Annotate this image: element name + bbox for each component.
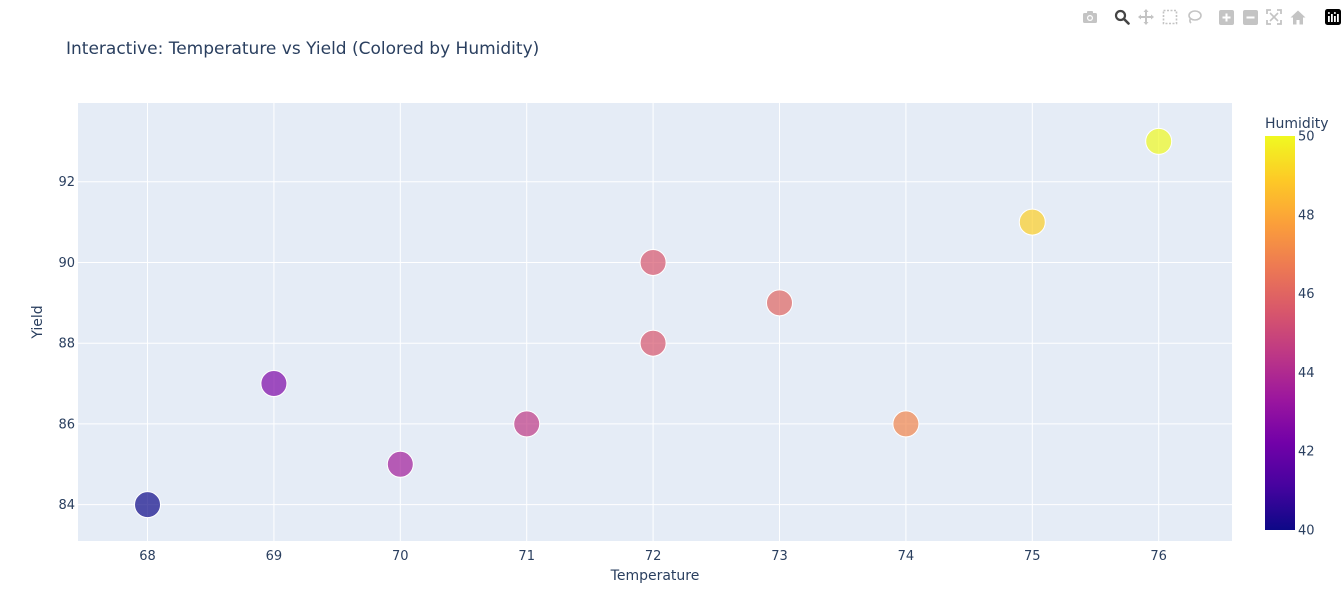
colorbar-tick-label: 48: [1298, 208, 1315, 223]
x-tick-labels: 68 69 70 71 72 73 74 75 76: [139, 549, 1167, 564]
x-tick-label: 72: [645, 549, 662, 564]
x-axis-label: Temperature: [610, 568, 700, 584]
plotly-logo[interactable]: [1324, 8, 1342, 26]
data-point[interactable]: [1145, 127, 1173, 155]
home-icon: [1290, 10, 1306, 24]
colorbar-tick-labels: 40 42 44 46 48 50: [1298, 130, 1315, 539]
reset-axes-button[interactable]: [1286, 7, 1310, 27]
zoom-icon: [1114, 9, 1130, 25]
camera-icon: [1083, 11, 1097, 23]
y-tick-label: 86: [58, 417, 75, 432]
modebar-group-drag: [1110, 7, 1206, 27]
zoom-out-icon: [1242, 9, 1258, 25]
data-point[interactable]: [766, 289, 794, 317]
data-point[interactable]: [892, 410, 920, 438]
y-axis-label: Yield: [30, 305, 46, 339]
pan-button[interactable]: [1134, 7, 1158, 27]
y-tick-label: 92: [58, 175, 75, 190]
autoscale-icon: [1266, 9, 1282, 25]
data-point[interactable]: [1018, 208, 1046, 236]
zoom-in-icon: [1218, 9, 1234, 25]
x-tick-label: 74: [898, 549, 915, 564]
colorbar-gradient: [1265, 136, 1295, 530]
colorbar-tick-label: 40: [1298, 524, 1315, 539]
chart-title: Interactive: Temperature vs Yield (Color…: [66, 39, 539, 59]
lasso-select-icon: [1188, 10, 1202, 24]
x-tick-label: 76: [1150, 549, 1167, 564]
zoom-out-button[interactable]: [1238, 7, 1262, 27]
plotly-logo-icon: [1325, 9, 1341, 25]
colorbar-tick-label: 46: [1298, 287, 1315, 302]
data-point[interactable]: [513, 410, 541, 438]
autoscale-button[interactable]: [1262, 7, 1286, 27]
colorbar-tick-label: 42: [1298, 445, 1315, 460]
x-tick-label: 70: [392, 549, 409, 564]
zoom-button[interactable]: [1110, 7, 1134, 27]
x-tick-label: 69: [266, 549, 283, 564]
plot-area[interactable]: [78, 103, 1232, 541]
y-tick-label: 84: [58, 498, 75, 513]
data-points: [134, 127, 1173, 519]
colorbar-tick-label: 44: [1298, 366, 1315, 381]
y-tick-labels: 84 86 88 90 92: [58, 175, 75, 513]
colorbar-title: Humidity: [1265, 116, 1328, 132]
data-point[interactable]: [639, 248, 667, 276]
pan-icon: [1138, 9, 1154, 25]
modebar: [1070, 6, 1342, 28]
lasso-select-button[interactable]: [1182, 7, 1206, 27]
modebar-group-export: [1078, 7, 1102, 27]
x-tick-label: 71: [518, 549, 535, 564]
box-select-icon: [1162, 9, 1178, 25]
data-point[interactable]: [134, 491, 162, 519]
x-tick-label: 73: [771, 549, 788, 564]
colorbar-tick-label: 50: [1298, 130, 1315, 145]
modebar-group-logo: [1318, 8, 1342, 26]
download-plot-button[interactable]: [1078, 7, 1102, 27]
data-point[interactable]: [260, 370, 288, 398]
zoom-in-button[interactable]: [1214, 7, 1238, 27]
x-tick-label: 68: [139, 549, 156, 564]
modebar-group-zoom: [1214, 7, 1310, 27]
x-tick-label: 75: [1024, 549, 1041, 564]
box-select-button[interactable]: [1158, 7, 1182, 27]
data-point[interactable]: [386, 450, 414, 478]
y-tick-label: 90: [58, 256, 75, 271]
data-point[interactable]: [639, 329, 667, 357]
y-tick-label: 88: [58, 337, 75, 352]
colorbar: Humidity 40 42 44 46 48 50: [1265, 116, 1328, 539]
